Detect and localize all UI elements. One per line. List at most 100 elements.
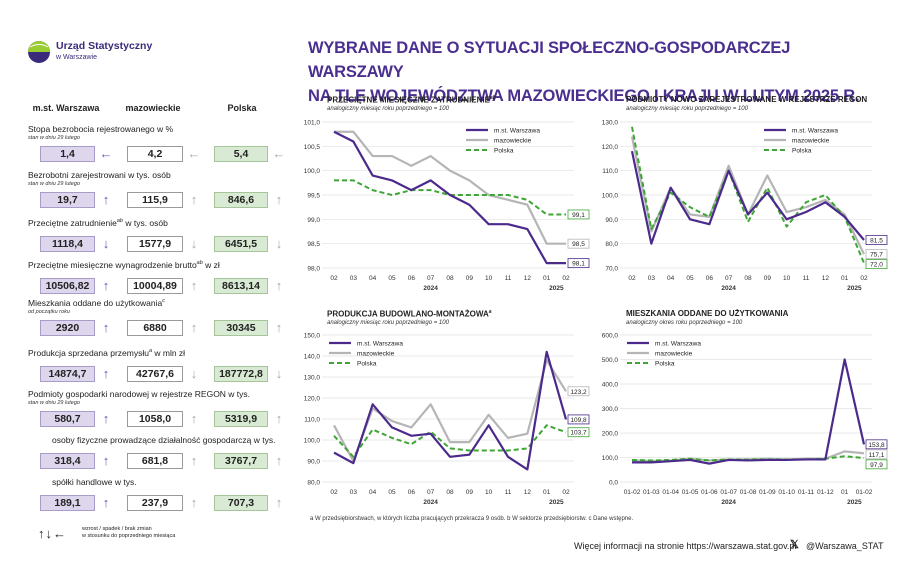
y-tick-label: 0,0 (609, 480, 618, 487)
value-box-war: 10506,82 (40, 278, 95, 294)
y-tick-label: 90,0 (605, 217, 618, 224)
y-tick-label: 100,0 (304, 168, 321, 175)
footnote: a W przedsiębiorstwach, w których liczba… (310, 516, 634, 522)
end-label: 81,5 (870, 238, 883, 245)
end-label-box (567, 238, 590, 249)
y-tick-label: 99,0 (307, 217, 320, 224)
end-label-box (567, 414, 590, 425)
arrow-up-icon: ↑ (190, 192, 198, 207)
arrow-up-icon: ↑ (275, 411, 283, 426)
x-tick-label: 01 (543, 275, 551, 282)
y-tick-label: 130,0 (304, 375, 321, 382)
arrow-down-icon: ↓ (102, 236, 110, 251)
x-tick-label: 01-11 (798, 489, 815, 496)
x-tick-label: 05 (388, 489, 396, 496)
logo-icon (28, 41, 50, 63)
series-line-pol (333, 424, 567, 458)
x-tick-label: 11 (803, 275, 810, 282)
indicator-label-text: Mieszkania oddane do użytkowania (28, 298, 163, 308)
x-tick-label: 01-07 (720, 489, 737, 496)
y-tick-label: 400,0 (602, 382, 619, 389)
x-tick-label: 04 (369, 275, 377, 282)
arrow-up-icon: ↑ (275, 320, 283, 335)
value-box-pol: 5,4 (214, 146, 268, 162)
y-tick-label: 90,0 (307, 459, 320, 466)
chart-title: PODMIOTY NOWO ZAREJESTROWANE W REJESTRZE… (626, 95, 867, 104)
y-tick-label: 110,0 (602, 168, 618, 175)
arrow-up-icon: ↑ (190, 320, 198, 335)
series-line-war (333, 130, 566, 265)
legend-label: m.st. Warszawa (655, 341, 701, 348)
arrow-up-icon: ↑ (190, 411, 198, 426)
value-box-maz: 237,9 (127, 495, 183, 511)
value-box-war: 2920 (40, 320, 95, 336)
value-box-pol: 6451,5 (214, 236, 268, 252)
year-label: 2024 (721, 499, 736, 506)
indicator-label-text: Przeciętne zatrudnienie (28, 218, 117, 228)
indicator-label: Przeciętne miesięczne wynagrodzenie brut… (28, 260, 220, 270)
x-tick-label: 01-10 (778, 489, 795, 496)
arrow-legend-line1: wzrost / spadek / brak zmian (82, 526, 152, 532)
x-tick-label: 12 (524, 275, 532, 282)
indicator-footnote-mark: c (162, 298, 165, 305)
x-tick-label: 01-03 (643, 489, 660, 496)
indicator-label: Mieszkania oddane do użytkowaniac (28, 298, 165, 308)
value-box-war: 14874,7 (40, 366, 95, 382)
x-tick-label: 08 (446, 275, 454, 282)
indicator-label-text: Podmioty gospodarki narodowej w rejestrz… (28, 389, 251, 399)
legend-label: mazowieckie (655, 351, 693, 358)
value-box-pol: 187772,8 (214, 366, 268, 382)
footer-handle: @Warszawa_STAT (806, 541, 884, 551)
value-box-pol: 707,3 (214, 495, 268, 511)
value-box-pol: 3767,7 (214, 453, 268, 469)
indicator-label-text: Produkcja sprzedana przemysłu (28, 348, 149, 358)
x-tick-label: 12 (822, 275, 830, 282)
y-tick-label: 600,0 (602, 333, 619, 340)
chart-subtitle: analogiczny miesiąc roku poprzedniego = … (327, 106, 449, 112)
end-label-box (865, 439, 888, 450)
x-tick-label: 11 (505, 275, 512, 282)
x-tick-label: 01 (841, 275, 849, 282)
x-tick-label: 01-08 (740, 489, 757, 496)
arrow-down-icon: ↓ (275, 236, 283, 251)
x-tick-label: 02 (628, 275, 636, 282)
x-tick-label: 01-09 (759, 489, 776, 496)
value-box-maz: 681,8 (127, 453, 183, 469)
indicator-label-text: Stopa bezrobocia rejestrowanego w % (28, 124, 174, 134)
year-label: 2025 (847, 285, 862, 292)
arrow-legend-line2: w stosunku do poprzedniego miesiąca (82, 533, 176, 539)
value-box-maz: 1058,0 (127, 411, 183, 427)
chart-title-text: PRZECIĘTNE MIESIĘCZNE ZATRUDNIENIE (327, 95, 490, 105)
end-label: 98,1 (572, 261, 585, 268)
x-tick-label: 01-02 (624, 489, 641, 496)
end-label-box (567, 427, 590, 438)
y-tick-label: 99,5 (307, 193, 320, 200)
value-box-war: 19,7 (40, 192, 95, 208)
indicator-label: Produkcja sprzedana przemysłua w mln zł (28, 348, 185, 358)
x-tick-label: 01-05 (682, 489, 699, 496)
end-label-box (865, 235, 888, 245)
x-tick-label: 10 (485, 489, 493, 496)
end-label: 117,1 (869, 452, 885, 459)
indicator-footnote-mark: a (148, 348, 153, 355)
indicator-footnote-mark: ab (196, 260, 203, 267)
x-tick-label: 07 (427, 489, 435, 496)
chart-title-footnote-mark: ab (489, 95, 496, 101)
end-label: 123,2 (570, 389, 587, 396)
x-tick-label: 03 (350, 275, 358, 282)
chart-title: PRODUKCJA BUDOWLANO-MONTAŻOWAa (327, 309, 492, 319)
x-tick-label: 07 (725, 275, 733, 282)
end-label: 109,8 (570, 417, 587, 424)
series-line-pol (631, 126, 865, 264)
x-tick-label: 02 (562, 489, 570, 496)
y-tick-label: 100,0 (304, 438, 321, 445)
end-label-box (567, 386, 590, 397)
end-label: 72,0 (870, 262, 883, 269)
x-tick-label: 03 (350, 489, 358, 496)
legend-label: mazowieckie (357, 351, 395, 358)
end-label: 98,5 (572, 241, 585, 248)
value-box-maz: 4,2 (127, 146, 183, 162)
arrow-down-icon: ↓ (190, 366, 198, 381)
x-tick-label: 03 (648, 275, 656, 282)
